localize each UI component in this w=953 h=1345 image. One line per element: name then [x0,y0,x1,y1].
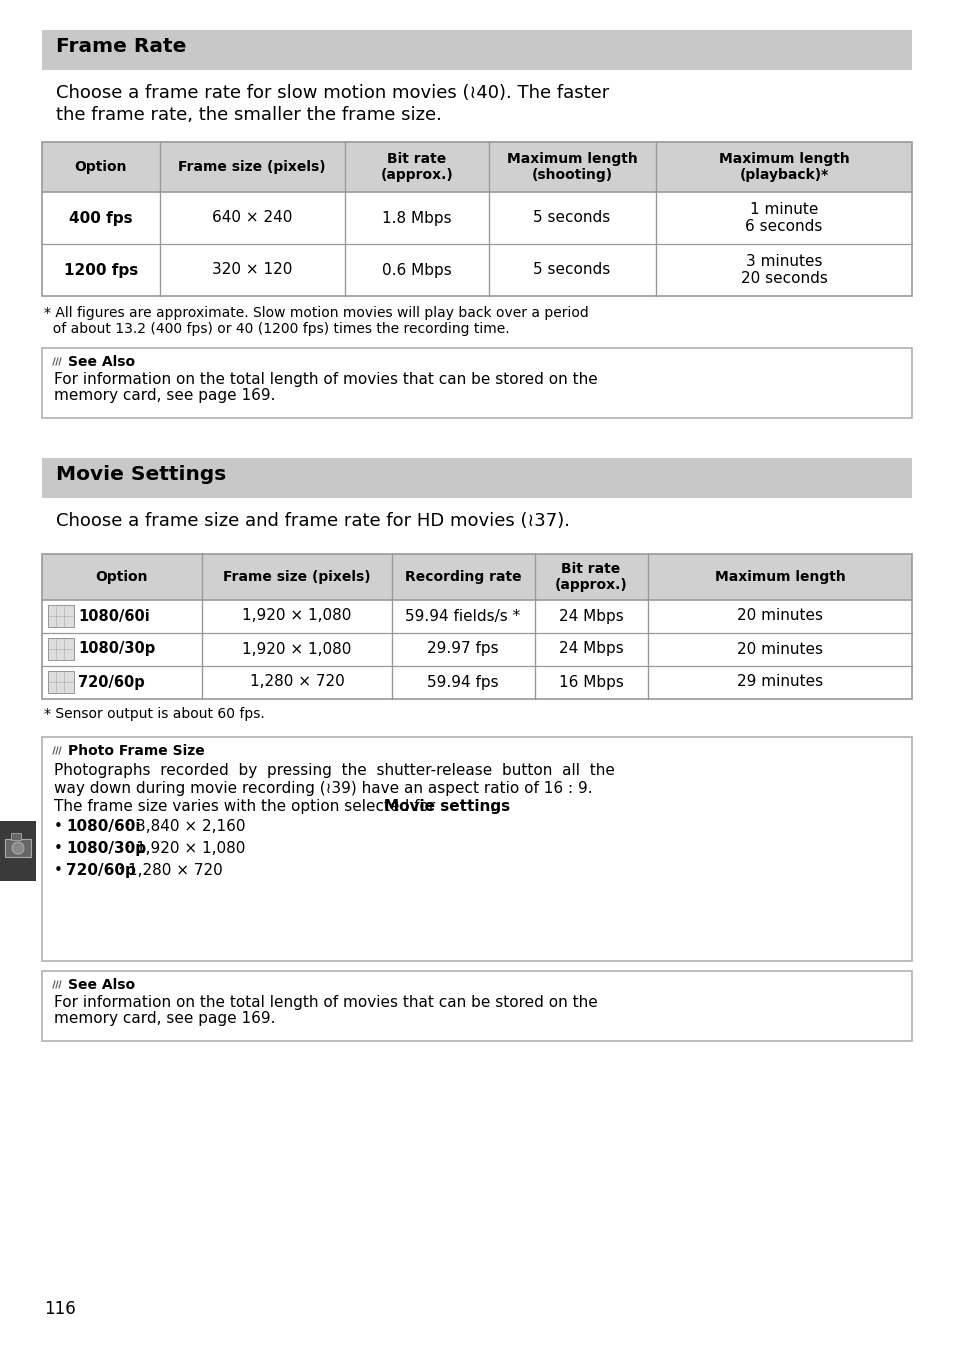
Text: 29 minutes: 29 minutes [736,674,822,690]
Text: Maximum length
(playback)*: Maximum length (playback)* [718,152,848,182]
Text: 1,920 × 1,080: 1,920 × 1,080 [242,642,352,656]
Text: 59.94 fields/s *: 59.94 fields/s * [405,608,520,624]
Text: : 1,920 × 1,080: : 1,920 × 1,080 [126,841,245,855]
Text: Recording rate: Recording rate [404,570,520,584]
Text: Bit rate
(approx.): Bit rate (approx.) [380,152,453,182]
Bar [42,554,911,600]
Bar [42,143,911,192]
Text: 1,920 × 1,080: 1,920 × 1,080 [242,608,352,624]
Text: 720/60p: 720/60p [66,863,135,878]
Text: 24 Mbps: 24 Mbps [558,642,622,656]
Text: 640 × 240: 640 × 240 [212,211,292,226]
Text: 3 minutes
20 seconds: 3 minutes 20 seconds [740,254,826,286]
Text: See Also: See Also [68,355,135,369]
Text: Photographs  recorded  by  pressing  the  shutter-release  button  all  the: Photographs recorded by pressing the shu… [54,763,615,777]
Bar [42,143,911,296]
Text: Choose a frame size and frame rate for HD movies (≀37).: Choose a frame size and frame rate for H… [56,512,569,530]
Text: the frame rate, the smaller the frame size.: the frame rate, the smaller the frame si… [56,106,441,124]
Text: See Also: See Also [68,978,135,993]
Text: 59.94 fps: 59.94 fps [427,674,498,690]
Bar [48,638,74,660]
Text: 5 seconds: 5 seconds [533,262,610,277]
Text: 400 fps: 400 fps [70,211,132,226]
Text: : 1,280 × 720: : 1,280 × 720 [118,863,223,878]
Text: 20 minutes: 20 minutes [737,642,822,656]
Text: 116: 116 [44,1301,75,1318]
Text: 1080/60i: 1080/60i [78,608,150,624]
Text: memory card, see page 169.: memory card, see page 169. [54,387,275,404]
Bar [42,971,911,1041]
Text: memory card, see page 169.: memory card, see page 169. [54,1011,275,1026]
Text: Option: Option [95,570,148,584]
Text: Frame size (pixels): Frame size (pixels) [178,160,326,174]
Text: 20 minutes: 20 minutes [737,608,822,624]
Text: Choose a frame rate for slow motion movies (≀40). The faster: Choose a frame rate for slow motion movi… [56,83,609,102]
Text: 0.6 Mbps: 0.6 Mbps [382,262,452,277]
Text: Frame size (pixels): Frame size (pixels) [223,570,371,584]
Text: 1 minute
6 seconds: 1 minute 6 seconds [744,202,821,234]
Bar [5,839,30,857]
Text: * All figures are approximate. Slow motion movies will play back over a period: * All figures are approximate. Slow moti… [44,307,588,320]
Text: The frame size varies with the option selected for: The frame size varies with the option se… [54,799,439,814]
Text: : 3,840 × 2,160: : 3,840 × 2,160 [126,819,245,834]
Text: Maximum length
(shooting): Maximum length (shooting) [506,152,637,182]
Text: Bit rate
(approx.): Bit rate (approx.) [554,562,627,592]
Text: Frame Rate: Frame Rate [56,38,186,56]
Text: of about 13.2 (400 fps) or 40 (1200 fps) times the recording time.: of about 13.2 (400 fps) or 40 (1200 fps)… [44,321,509,336]
Text: Photo Frame Size: Photo Frame Size [68,744,205,759]
Text: 16 Mbps: 16 Mbps [558,674,622,690]
Text: 29.97 fps: 29.97 fps [427,642,498,656]
Text: 1080/60i: 1080/60i [66,819,140,834]
Bar [42,348,911,418]
Text: 1200 fps: 1200 fps [64,262,138,277]
Bar [42,737,911,960]
Bar [42,554,911,699]
Text: * Sensor output is about 60 fps.: * Sensor output is about 60 fps. [44,707,265,721]
Text: •: • [54,819,68,834]
Bar [42,30,911,70]
Bar [48,605,74,627]
Text: Maximum length: Maximum length [714,570,844,584]
Bar [42,459,911,498]
Text: way down during movie recording (≀39) have an aspect ratio of 16 : 9.: way down during movie recording (≀39) ha… [54,781,592,796]
Text: 1080/30p: 1080/30p [66,841,146,855]
Text: For information on the total length of movies that can be stored on the: For information on the total length of m… [54,995,598,1010]
Bar [52,745,63,756]
Text: •: • [54,841,68,855]
Text: 1,280 × 720: 1,280 × 720 [250,674,344,690]
Bar [48,671,74,693]
Text: 720/60p: 720/60p [78,674,145,690]
Text: •: • [54,863,68,878]
Circle shape [12,842,24,854]
Text: 320 × 120: 320 × 120 [212,262,292,277]
Text: Movie Settings: Movie Settings [56,465,226,484]
Text: 5 seconds: 5 seconds [533,211,610,226]
Text: 1.8 Mbps: 1.8 Mbps [382,211,452,226]
Text: Movie settings: Movie settings [384,799,510,814]
Bar [52,979,63,990]
Text: Option: Option [74,160,127,174]
Text: For information on the total length of movies that can be stored on the: For information on the total length of m… [54,373,598,387]
Bar [11,833,21,841]
Text: 1080/30p: 1080/30p [78,642,155,656]
Bar [0,820,36,881]
Text: 24 Mbps: 24 Mbps [558,608,622,624]
Text: :: : [489,799,494,814]
Bar [52,356,63,367]
